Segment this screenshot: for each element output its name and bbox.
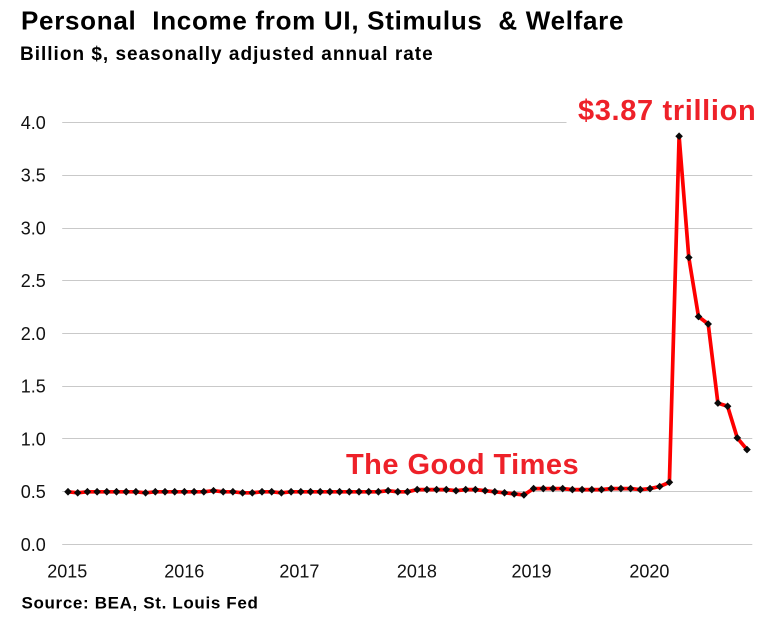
svg-text:2015: 2015 — [47, 562, 87, 582]
svg-text:Billion $, seasonally adjusted: Billion $, seasonally adjusted annual ra… — [20, 44, 434, 65]
svg-text:2020: 2020 — [629, 562, 669, 582]
svg-text:Personal Income from UI, Stim: Personal Income from UI, Stimulus & Welf… — [21, 5, 624, 35]
svg-text:3.0: 3.0 — [21, 218, 46, 238]
svg-text:2018: 2018 — [397, 562, 437, 582]
svg-text:2019: 2019 — [511, 562, 551, 582]
svg-text:Source: BEA, St. Louis Fed: Source: BEA, St. Louis Fed — [22, 593, 259, 612]
svg-text:$3.87 trillion: $3.87 trillion — [578, 95, 756, 127]
svg-text:0.5: 0.5 — [21, 482, 46, 502]
svg-text:1.0: 1.0 — [21, 429, 46, 449]
svg-text:2016: 2016 — [164, 562, 204, 582]
svg-text:2.5: 2.5 — [21, 271, 46, 291]
svg-text:2.0: 2.0 — [21, 324, 46, 344]
svg-text:The Good Times: The Good Times — [346, 449, 579, 481]
svg-text:1.5: 1.5 — [21, 377, 46, 397]
svg-text:2017: 2017 — [279, 562, 319, 582]
svg-text:4.0: 4.0 — [21, 113, 46, 133]
svg-text:3.5: 3.5 — [21, 166, 46, 186]
svg-text:0.0: 0.0 — [21, 535, 46, 555]
